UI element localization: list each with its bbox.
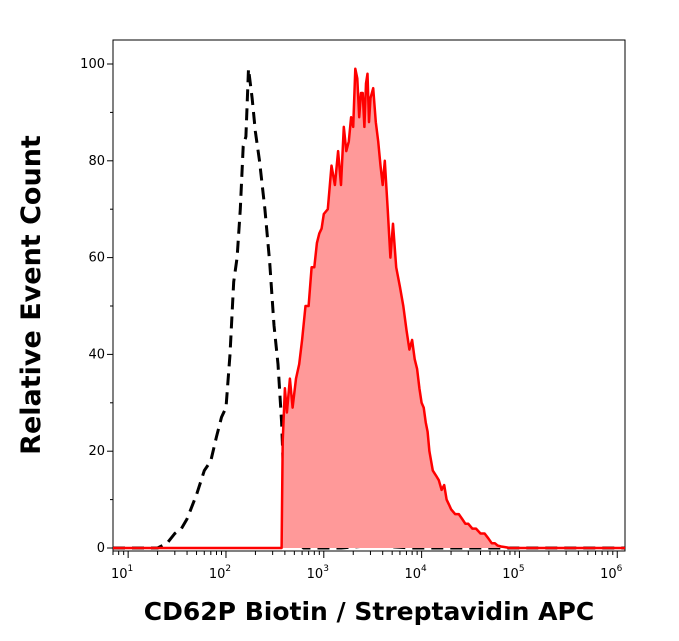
y-tick-label-0: 0 <box>97 541 105 556</box>
y-tick-label-5: 100 <box>80 57 105 72</box>
x-tick-label-4: 105 <box>502 564 524 582</box>
series-fill-1 <box>113 68 625 549</box>
x-tick-label-1: 102 <box>209 564 231 582</box>
plot-frame <box>112 39 626 552</box>
y-tick-label-2: 40 <box>88 347 105 362</box>
x-tick-label-0: 101 <box>111 564 133 582</box>
y-axis-title: Relative Event Count <box>16 135 47 455</box>
series-line-1 <box>113 67 625 550</box>
x-tick-label-3: 104 <box>404 564 427 582</box>
y-tick-label-3: 60 <box>88 251 105 266</box>
y-tick-label-4: 80 <box>88 154 105 169</box>
x-tick-label-2: 103 <box>307 564 329 582</box>
x-axis-title: CD62P Biotin / Streptavidin APC <box>144 597 594 626</box>
y-tick-label-1: 20 <box>88 444 105 459</box>
axes-layer: 0 20 40 60 80 100 101 102 103 104 105 106 <box>80 57 622 582</box>
x-tick-label-5: 106 <box>600 564 623 582</box>
series-layer <box>113 67 625 550</box>
plot-area <box>112 39 626 552</box>
